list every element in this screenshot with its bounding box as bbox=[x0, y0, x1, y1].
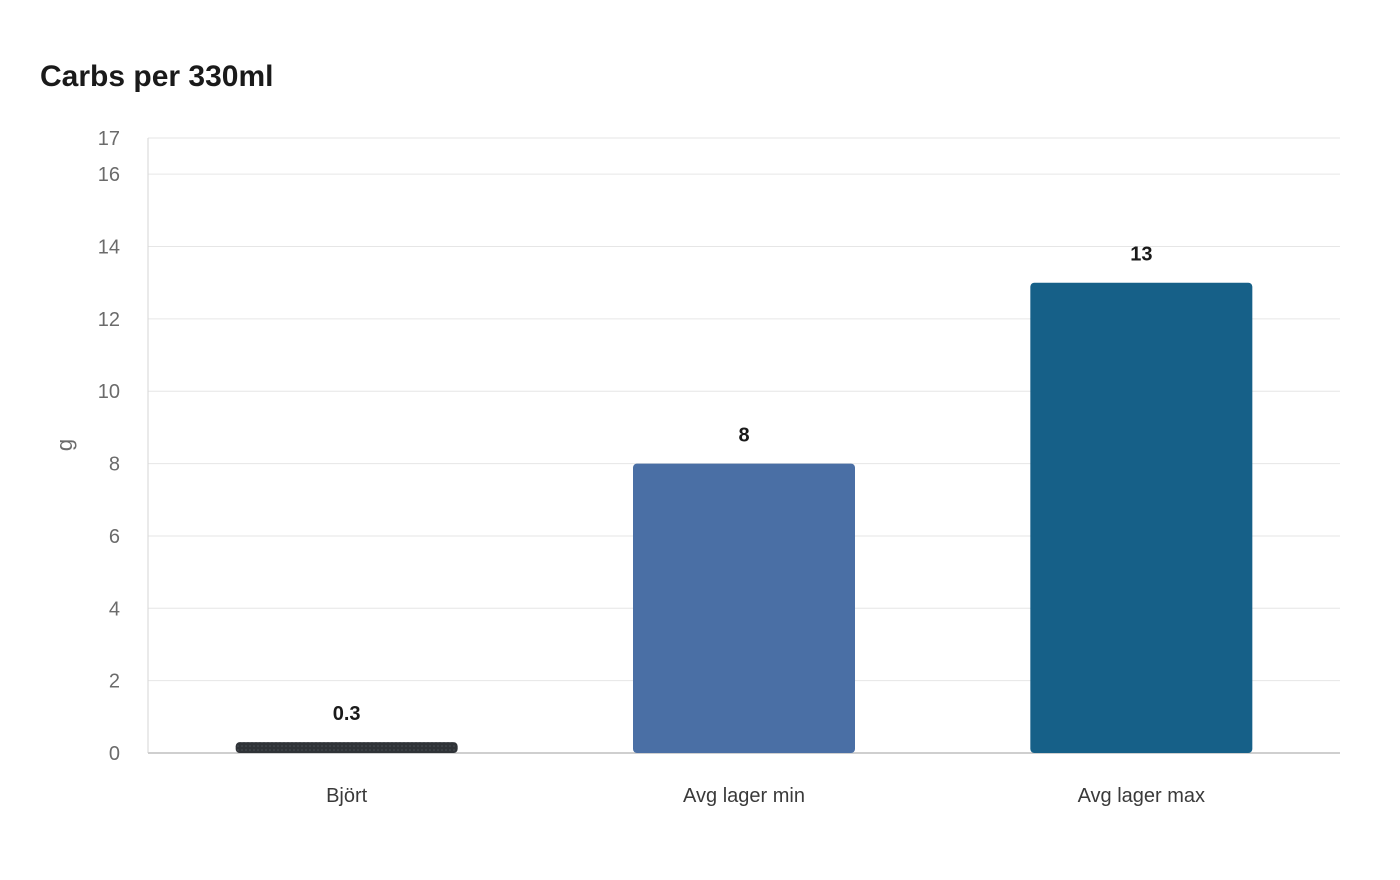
bar-value-label: 13 bbox=[1130, 244, 1152, 266]
y-tick-label: 17 bbox=[98, 128, 120, 150]
labels: 0 2 4 6 8 10 12 14 16 17 g 0.3 Björt 8 Avg lager min 13… bbox=[52, 128, 1205, 807]
chart-title: Carbs per 330ml bbox=[40, 60, 274, 93]
bar bbox=[235, 742, 458, 753]
y-axis-title: g bbox=[52, 439, 77, 451]
bar-value-label: 0.3 bbox=[333, 703, 361, 725]
y-tick-label: 2 bbox=[109, 671, 120, 693]
x-category-label: Avg lager max bbox=[1078, 785, 1205, 807]
y-tick-label: 10 bbox=[98, 381, 120, 403]
bar-value-label: 8 bbox=[738, 425, 749, 447]
bar bbox=[1030, 282, 1253, 753]
bars bbox=[235, 282, 1253, 753]
y-tick-label: 12 bbox=[98, 309, 120, 331]
y-tick-label: 0 bbox=[109, 743, 120, 765]
y-tick-label: 4 bbox=[109, 598, 120, 620]
y-tick-label: 6 bbox=[109, 526, 120, 548]
y-tick-label: 16 bbox=[98, 164, 120, 186]
x-category-label: Björt bbox=[326, 785, 368, 807]
bar bbox=[633, 463, 855, 753]
x-category-label: Avg lager min bbox=[683, 785, 805, 807]
y-tick-label: 14 bbox=[98, 237, 120, 259]
y-tick-label: 8 bbox=[109, 454, 120, 476]
